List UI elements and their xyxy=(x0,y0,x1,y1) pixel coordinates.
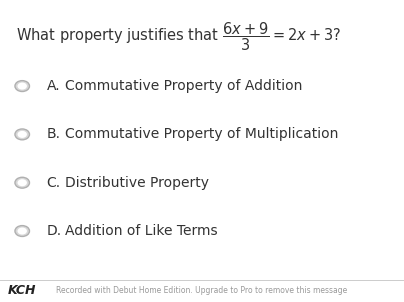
Circle shape xyxy=(17,82,27,90)
Circle shape xyxy=(17,131,27,138)
Circle shape xyxy=(17,179,27,186)
Text: What property justifies that $\dfrac{6x+9}{3} = 2x + 3$?: What property justifies that $\dfrac{6x+… xyxy=(16,20,341,53)
Text: Recorded with Debut Home Edition. Upgrade to Pro to remove this message: Recorded with Debut Home Edition. Upgrad… xyxy=(57,286,347,295)
Circle shape xyxy=(15,226,29,236)
Text: B.: B. xyxy=(46,127,61,141)
Text: Addition of Like Terms: Addition of Like Terms xyxy=(65,224,217,238)
Text: KCH: KCH xyxy=(8,284,37,297)
Circle shape xyxy=(15,129,29,140)
Circle shape xyxy=(15,177,29,188)
Text: C.: C. xyxy=(46,176,61,190)
Text: Distributive Property: Distributive Property xyxy=(65,176,208,190)
Circle shape xyxy=(15,81,29,92)
Circle shape xyxy=(17,227,27,235)
Text: Commutative Property of Multiplication: Commutative Property of Multiplication xyxy=(65,127,338,141)
Text: Commutative Property of Addition: Commutative Property of Addition xyxy=(65,79,302,93)
Text: D.: D. xyxy=(46,224,61,238)
Text: A.: A. xyxy=(46,79,60,93)
